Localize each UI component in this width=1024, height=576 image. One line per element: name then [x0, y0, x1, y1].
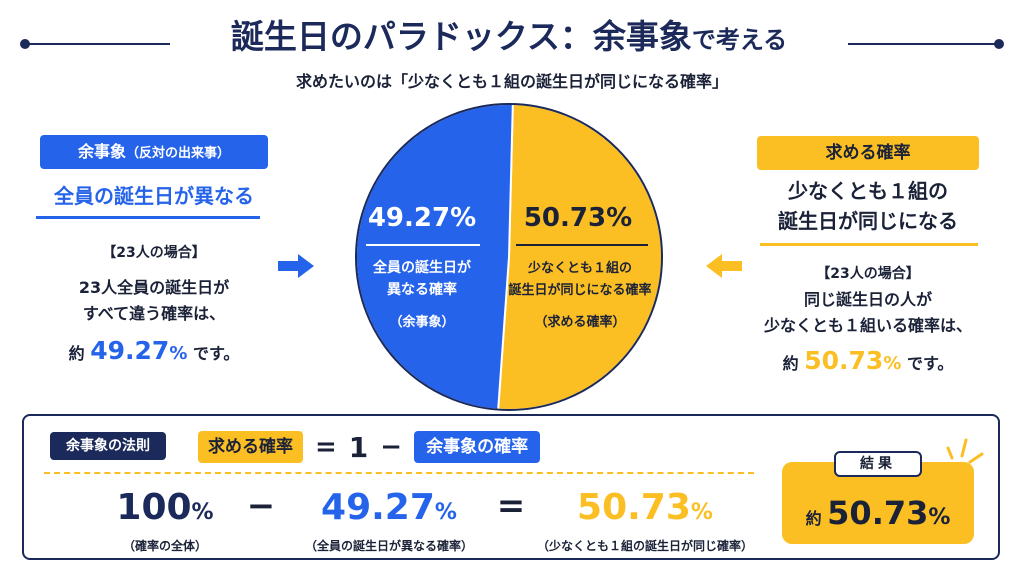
calc-equals: = — [496, 486, 526, 526]
calc-total: 100% （確率の全体） — [90, 488, 240, 554]
calc-total-value: 100 — [116, 487, 192, 528]
formula-minus: − — [380, 432, 403, 462]
calc-target: 50.73% （少なくとも１組の誕生日が同じ確率） — [532, 488, 758, 554]
calc-target-caption: （少なくとも１組の誕生日が同じ確率） — [536, 539, 753, 553]
formula-one: 1 — [348, 430, 369, 464]
pie-yellow-label-line2: 誕生日が同じになる確率 — [508, 282, 651, 298]
target-description: 同じ誕生日の人が 少なくとも１組いる確率は、 — [736, 287, 1000, 339]
pie-yellow-sub: （求める確率） — [534, 314, 625, 330]
formula-equals: = — [315, 432, 337, 462]
result-tag: 結果 — [834, 451, 922, 477]
complement-description-line2: すべて違う確率は、 — [82, 304, 226, 323]
pie-slices — [355, 103, 663, 411]
target-approx: 約 50.73% です。 — [736, 346, 1000, 375]
calc-target-unit: % — [690, 500, 713, 525]
pie-blue-label-line1: 全員の誕生日が — [372, 259, 472, 276]
target-approx-unit: % — [883, 353, 902, 374]
sparkle-icon — [946, 438, 984, 464]
calc-complement-value: 49.27 — [321, 487, 435, 528]
pie-blue-label-line2: 異なる確率 — [387, 281, 457, 298]
arrow-left-icon — [706, 254, 742, 278]
complement-description: 23人全員の誕生日が すべて違う確率は、 — [20, 275, 288, 327]
calc-complement-unit: % — [434, 500, 457, 525]
complement-case-label: 【23人の場合】 — [102, 245, 206, 261]
result-value: 約 50.73% — [782, 494, 974, 532]
formula-row: 求める確率 = 1 − 余事象の確率 — [198, 430, 541, 464]
calc-minus: − — [246, 486, 276, 526]
title-dot-right — [994, 39, 1004, 49]
complement-description-line1: 23人全員の誕生日が — [78, 278, 230, 297]
pie-chart: 49.27% 全員の誕生日が 異なる確率 （余事象） 50.73% 少なくとも１… — [355, 103, 663, 411]
calc-complement-caption: （全員の誕生日が異なる確率） — [304, 539, 473, 553]
calc-complement: 49.27% （全員の誕生日が異なる確率） — [282, 488, 496, 554]
subtitle: 求めたいのは「少なくとも１組の誕生日が同じになる確率」 — [295, 72, 728, 91]
complement-approx-suffix: です。 — [192, 344, 240, 363]
title-suffix: で考える — [691, 26, 788, 54]
title-dot-left — [20, 39, 30, 49]
result-prefix: 約 — [805, 509, 822, 528]
target-description-line1: 同じ誕生日の人が — [803, 290, 932, 309]
calc-target-value: 50.73 — [577, 487, 691, 528]
target-heading: 少なくとも１組の 誕生日が同じになる — [740, 176, 996, 236]
pie-slice-blue — [355, 103, 514, 411]
complement-heading-underline — [36, 216, 260, 219]
title-row: 誕生日のパラドックス：余事象で考える — [0, 8, 1024, 60]
result-unit: % — [928, 505, 951, 530]
complement-approx-prefix: 約 — [68, 344, 85, 363]
title-line-left — [26, 43, 170, 45]
pie-yellow-label-line1: 少なくとも１組の — [527, 260, 632, 276]
title-line-right — [848, 43, 998, 45]
title-main: 誕生日のパラドックス：余事象 — [230, 17, 692, 56]
pie-yellow-value: 50.73% — [524, 203, 632, 233]
dashed-divider — [44, 472, 754, 474]
formula-target: 求める確率 — [198, 431, 303, 463]
pie-slice-yellow — [497, 103, 663, 411]
complement-tag: 余事象（反対の出来事） — [40, 135, 268, 169]
target-heading-line1: 少なくとも１組の — [788, 179, 948, 203]
complement-approx: 約 49.27% です。 — [20, 336, 288, 365]
target-heading-underline — [760, 243, 978, 246]
complement-approx-value: 49.27 — [90, 336, 170, 365]
pie-blue-value: 49.27% — [368, 203, 476, 233]
target-heading-line2: 誕生日が同じになる — [778, 209, 958, 233]
arrow-right-icon — [278, 254, 314, 278]
target-approx-value: 50.73 — [804, 346, 884, 375]
complement-approx-unit: % — [169, 343, 188, 364]
complement-heading: 全員の誕生日が異なる — [54, 184, 254, 208]
law-tag: 余事象の法則 — [50, 432, 166, 460]
complement-tag-paren: （反対の出来事） — [126, 146, 231, 161]
pie-blue-sub: （余事象） — [389, 314, 454, 330]
target-case-label: 【23人の場合】 — [816, 266, 920, 282]
calc-total-caption: （確率の全体） — [122, 539, 207, 553]
target-approx-prefix: 約 — [782, 354, 799, 373]
complement-tag-main: 余事象 — [77, 142, 126, 161]
target-approx-suffix: です。 — [906, 354, 954, 373]
calc-total-unit: % — [191, 500, 214, 525]
target-description-line2: 少なくとも１組いる確率は、 — [763, 316, 972, 335]
target-tag: 求める確率 — [757, 136, 979, 170]
pie-outline — [355, 103, 663, 411]
page-title: 誕生日のパラドックス：余事象で考える — [170, 10, 848, 58]
formula-complement: 余事象の確率 — [414, 431, 541, 463]
result-number: 50.73 — [827, 494, 929, 532]
formula-panel — [22, 414, 1000, 560]
